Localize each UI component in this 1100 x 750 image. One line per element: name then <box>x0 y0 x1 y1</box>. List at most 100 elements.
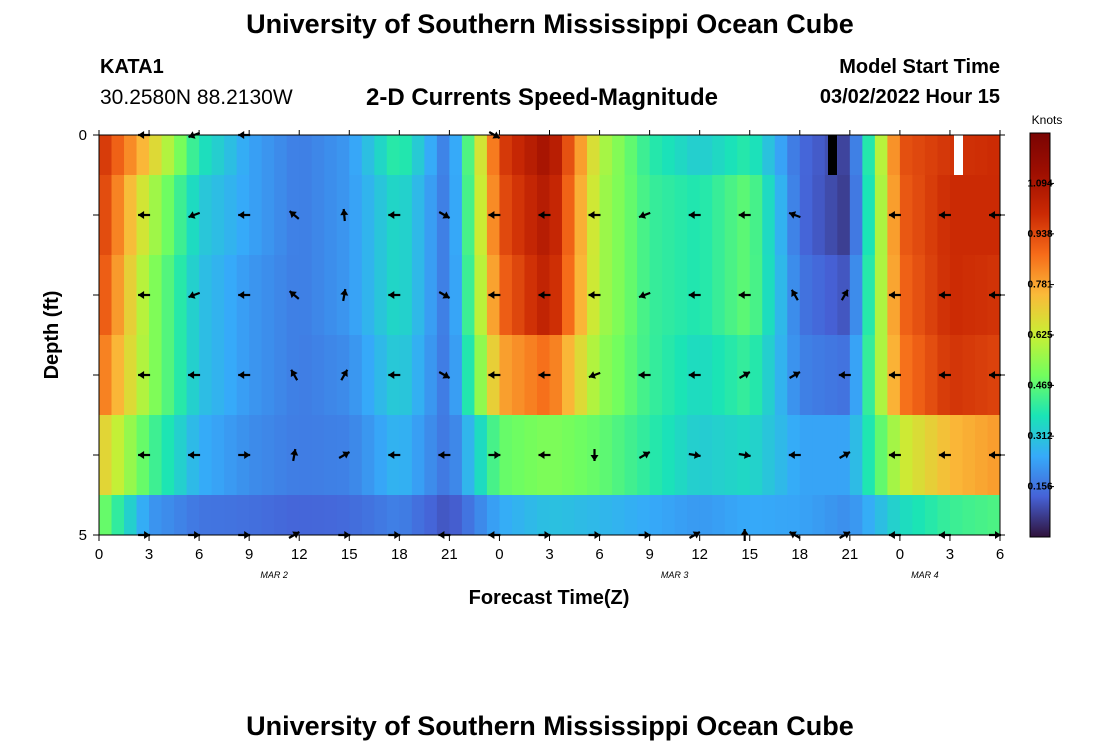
heatmap-cell <box>324 175 338 255</box>
heatmap-cell <box>812 335 826 415</box>
heatmap-cell <box>799 335 813 415</box>
current-arrow <box>688 371 701 379</box>
x-tick-label: 12 <box>691 546 708 563</box>
heatmap-cell <box>174 255 188 335</box>
colorbar-tick-label: 1.094 <box>1027 178 1052 189</box>
heatmap-cell <box>111 335 125 415</box>
heatmap-cell <box>111 495 125 535</box>
date-label: MAR 4 <box>911 570 939 580</box>
heatmap-cell <box>924 495 939 535</box>
colorbar-tick-label: 0.781 <box>1027 280 1052 291</box>
heatmap-cell <box>674 175 688 255</box>
heatmap-cell <box>562 255 576 335</box>
heatmap-cell <box>524 175 538 255</box>
heatmap-cell <box>449 335 463 415</box>
colorbar-label: Knots <box>1032 113 1063 127</box>
current-arrow <box>638 211 651 219</box>
heatmap-cell <box>662 335 676 415</box>
heatmap-cell <box>411 255 425 335</box>
heatmap-cell <box>812 495 826 535</box>
heatmap-cell <box>361 175 375 255</box>
heatmap-cell <box>149 255 163 335</box>
heatmap-cell <box>799 255 813 335</box>
x-axis-label: Forecast Time(Z) <box>469 587 630 609</box>
heatmap-cell <box>849 415 863 495</box>
heatmap-cell <box>261 415 275 495</box>
date-label: MAR 2 <box>260 570 288 580</box>
heatmap-cell <box>199 135 213 175</box>
heatmap-cell <box>837 175 851 255</box>
heatmap-cell <box>399 135 413 175</box>
heatmap-cell <box>749 335 763 415</box>
heatmap-cell <box>124 495 138 535</box>
heatmap-cell <box>524 135 538 175</box>
heatmap-cell <box>899 415 913 495</box>
current-arrow <box>688 291 701 299</box>
heatmap-cell <box>99 415 113 495</box>
heatmap-cell <box>124 335 138 415</box>
heatmap-cell <box>511 175 526 255</box>
colorbar-tick-label: 0.469 <box>1027 380 1052 391</box>
heatmap-cell <box>161 495 175 535</box>
heatmap-cell <box>574 255 588 335</box>
current-arrow <box>138 451 151 459</box>
current-arrow <box>538 371 551 379</box>
heatmap-cell <box>349 135 363 175</box>
heatmap-cell <box>637 495 651 535</box>
heatmap-cell <box>712 175 726 255</box>
heatmap-cell <box>299 255 313 335</box>
heatmap-cell <box>649 415 663 495</box>
heatmap-cell <box>712 415 726 495</box>
heatmap-cell <box>924 255 939 335</box>
heatmap-cell <box>274 335 288 415</box>
heatmap-cell <box>361 335 375 415</box>
heatmap-cell <box>224 415 238 495</box>
heatmap-cell <box>749 255 763 335</box>
heatmap-cell <box>461 495 476 535</box>
heatmap-cell <box>536 135 551 175</box>
heatmap-cell <box>499 335 513 415</box>
heatmap-cell <box>737 495 751 535</box>
heatmap-cell <box>474 335 488 415</box>
heatmap-cell <box>136 495 150 535</box>
heatmap-cell <box>612 495 626 535</box>
heatmap-cell <box>499 175 513 255</box>
x-tick-label: 0 <box>896 546 904 563</box>
heatmap-cell <box>699 175 713 255</box>
heatmap-cell <box>424 415 438 495</box>
heatmap-cell <box>486 495 501 535</box>
current-arrow <box>340 208 349 222</box>
heatmap-cell <box>674 255 688 335</box>
heatmap-cell <box>449 415 463 495</box>
heatmap-cell <box>624 335 638 415</box>
heatmap-cell <box>624 175 638 255</box>
heatmap-cell <box>937 495 951 535</box>
y-tick-label: 0 <box>79 127 87 144</box>
current-arrow <box>388 451 401 459</box>
heatmap-cell <box>762 415 776 495</box>
heatmap-cell <box>874 175 888 255</box>
y-tick-label: 5 <box>79 527 87 544</box>
heatmap-cell <box>862 255 876 335</box>
heatmap-cell <box>974 255 989 335</box>
heatmap-cell <box>124 255 138 335</box>
heatmap-cell <box>824 335 838 415</box>
heatmap-cell <box>224 135 238 175</box>
heatmap-cell <box>261 335 275 415</box>
heatmap-cell <box>812 175 826 255</box>
heatmap-cell <box>599 135 613 175</box>
heatmap-cell <box>349 495 363 535</box>
heatmap-cell <box>399 495 413 535</box>
heatmap-cell <box>824 415 838 495</box>
heatmap-cell <box>887 135 901 175</box>
heatmap-cell <box>762 335 776 415</box>
heatmap-cell <box>874 415 888 495</box>
heatmap-cell <box>612 255 626 335</box>
heatmap-cell <box>774 255 788 335</box>
heatmap-cell <box>974 175 989 255</box>
heatmap-cell <box>899 135 913 175</box>
heatmap-cell <box>199 175 213 255</box>
heatmap-cell <box>737 135 751 175</box>
heatmap-cell <box>224 255 238 335</box>
heatmap-cell <box>336 135 350 175</box>
